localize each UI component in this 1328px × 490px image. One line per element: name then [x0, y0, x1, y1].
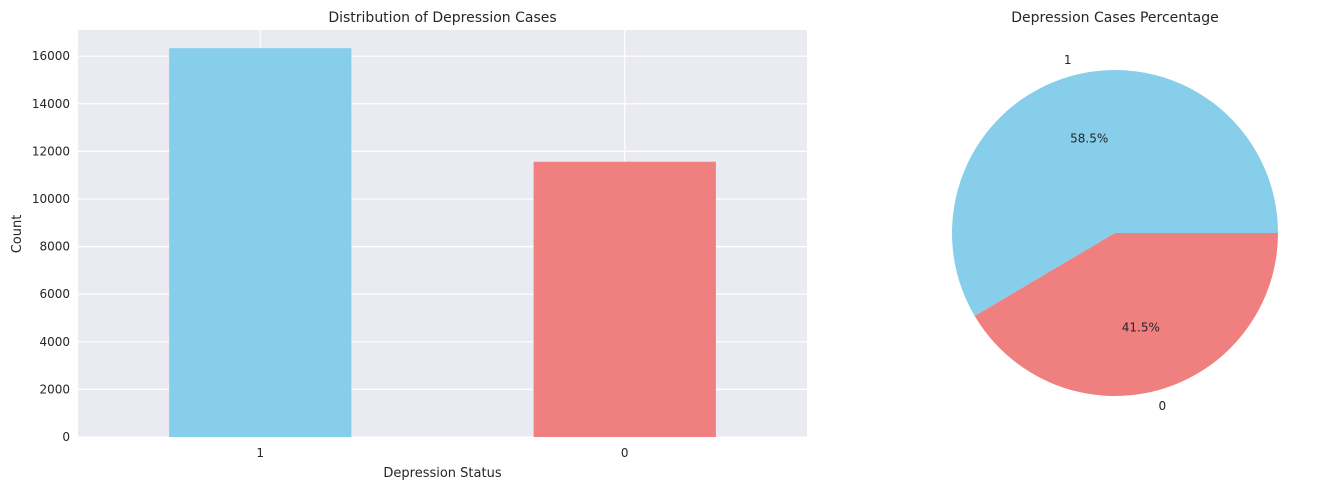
pie-slice-label: 0 [1158, 399, 1166, 413]
y-tick-label: 4000 [39, 335, 70, 349]
x-tick-label: 1 [256, 446, 264, 460]
y-tick-labels: 0 2000 4000 6000 8000 10000 12000 14000 16000 [32, 49, 70, 444]
y-tick-label: 12000 [32, 144, 70, 158]
y-tick-label: 14000 [32, 97, 70, 111]
bar-chart-title: Distribution of Depression Cases [328, 10, 556, 26]
y-axis-label: Count [10, 215, 25, 254]
y-tick-label: 10000 [32, 192, 70, 206]
pie-slice-label: 1 [1064, 53, 1072, 67]
pie-percent-label: 41.5% [1122, 320, 1160, 334]
bar-series [169, 48, 716, 438]
pie-chart-title: Depression Cases Percentage [1011, 10, 1218, 26]
pie-chart: Depression Cases Percentage 1 58.5% 0 41.5% [952, 10, 1278, 413]
bar [533, 161, 716, 437]
pie-slice [952, 69, 1278, 316]
pie-labels: 1 58.5% 0 41.5% [1064, 53, 1166, 413]
y-tick-label: 0 [62, 430, 70, 444]
y-tick-label: 16000 [32, 49, 70, 63]
y-tick-label: 6000 [39, 287, 70, 301]
pie-percent-label: 58.5% [1070, 132, 1108, 146]
x-tick-label: 0 [621, 446, 629, 460]
y-tick-label: 2000 [39, 382, 70, 396]
pie-slices [952, 69, 1278, 397]
y-tick-label: 8000 [39, 240, 70, 254]
x-axis-label: Depression Status [383, 466, 501, 481]
pie-slice [974, 233, 1278, 397]
bar [169, 48, 352, 438]
